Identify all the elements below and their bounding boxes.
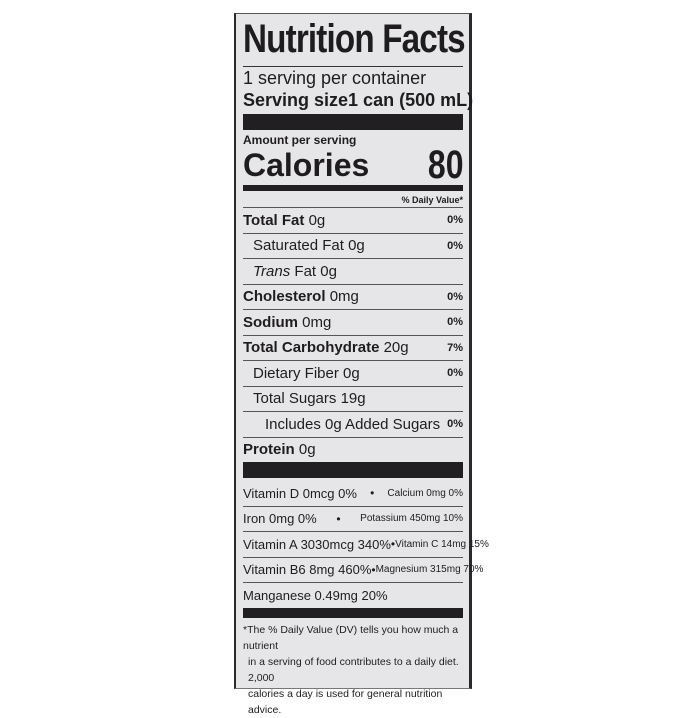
servings-per-container: 1 serving per container xyxy=(243,68,427,88)
vitamin-left: Vitamin A 3030mcg 340% xyxy=(243,536,391,552)
nutrient-name: Trans Fat 0g xyxy=(253,263,337,280)
nutrient-amount: 20g xyxy=(383,339,409,357)
vitamin-list: Vitamin D 0mcg 0% • Calcium 0mg 0% Iron 0mg… xyxy=(243,481,489,608)
vitamin-left: Vitamin D 0mcg 0% xyxy=(243,485,357,501)
vitamin-row: Vitamin A 3030mcg 340% • Vitamin C 14mg 15… xyxy=(243,531,489,557)
nutrient-row: Cholesterol 0mg 0% xyxy=(243,283,463,310)
nutrient-label: Trans xyxy=(253,262,291,280)
medium-divider xyxy=(243,185,463,191)
nutrient-label: Protein xyxy=(243,441,295,459)
nutrient-name: Total Carbohydrate 20g xyxy=(243,339,409,356)
nutrient-amount: 0g xyxy=(348,237,365,255)
nutrient-label: Total Fat xyxy=(243,211,305,229)
thick-divider xyxy=(243,462,463,478)
nutrient-label: Saturated Fat xyxy=(253,237,344,255)
vitamin-right: Calcium 0mg 0% xyxy=(387,487,463,499)
vitamin-row: Vitamin D 0mcg 0% • Calcium 0mg 0% xyxy=(243,481,463,506)
calories-label: Calories xyxy=(243,147,370,183)
bullet-separator: • xyxy=(390,537,396,552)
nutrient-row: Includes 0g Added Sugars 0% xyxy=(243,411,463,437)
nutrient-label: Dietary Fiber xyxy=(253,364,339,382)
serving-size-value: 1 can (500 mL) xyxy=(348,90,474,110)
nutrient-name: Includes 0g Added Sugars xyxy=(265,416,440,433)
nutrition-facts-label: Nutrition Facts 1 serving per container … xyxy=(234,13,489,716)
bullet-separator: • xyxy=(336,511,341,526)
thick-divider xyxy=(243,607,463,618)
nutrient-row: Total Fat 0g 0% xyxy=(243,207,463,233)
vitamin-left: Vitamin B6 8mg 460% xyxy=(243,562,372,578)
nutrient-name: Dietary Fiber 0g xyxy=(253,365,360,382)
nutrient-amount: 0mg xyxy=(329,288,359,306)
nutrient-row: Dietary Fiber 0g 0% xyxy=(243,360,463,386)
serving-size-label: Serving size xyxy=(243,90,349,110)
nutrient-name: Saturated Fat 0g xyxy=(253,237,365,254)
nutrient-amount: 0g xyxy=(343,364,360,382)
calories-row: Calories 80 xyxy=(243,143,463,187)
nutrient-amount: 19g xyxy=(340,390,366,408)
daily-value-percent: 0% xyxy=(447,367,463,380)
nutrient-row: Total Carbohydrate 20g 7% xyxy=(243,334,463,361)
nutrient-row: Saturated Fat 0g 0% xyxy=(243,232,463,259)
nutrient-row: Trans Fat 0g xyxy=(243,258,463,284)
vitamin-row: Vitamin B6 8mg 460% • Magnesium 315mg 70% xyxy=(243,556,483,583)
calories-value: 80 xyxy=(427,143,463,187)
daily-value-percent: 0% xyxy=(447,418,463,431)
serving-size-row: Serving size 1 can (500 mL) xyxy=(243,89,473,111)
nutrient-row: Protein 0g xyxy=(243,436,463,463)
vitamin-right: Magnesium 315mg 70% xyxy=(375,564,484,576)
vitamin-right: Potassium 450mg 10% xyxy=(360,513,463,525)
bullet-separator: • xyxy=(370,486,375,501)
nutrient-label: Includes 0g Added Sugars xyxy=(265,415,441,433)
nutrient-row: Sodium 0mg 0% xyxy=(243,309,463,335)
daily-value-header: % Daily Value* xyxy=(401,195,463,205)
vitamin-left: Manganese 0.49mg 20% xyxy=(243,587,388,603)
amount-per-serving: Amount per serving xyxy=(243,133,357,147)
thick-divider xyxy=(243,114,463,130)
nutrient-amount: 0mg xyxy=(302,313,332,331)
vitamin-row: Iron 0mg 0% • Potassium 450mg 10% xyxy=(243,505,463,532)
daily-value-percent: 0% xyxy=(447,316,463,329)
nutrient-name: Cholesterol 0mg xyxy=(243,288,359,305)
nutrient-label: Cholesterol xyxy=(243,288,326,306)
nutrient-label: Total Sugars xyxy=(253,390,337,408)
nutrient-amount: 0g xyxy=(298,441,316,459)
footnote: *The % Daily Value (DV) tells you how mu… xyxy=(243,618,463,718)
nutrient-label: Total Carbohydrate xyxy=(243,339,380,357)
footnote-line: in a serving of food contributes to a da… xyxy=(248,655,459,684)
daily-value-percent: 0% xyxy=(447,214,463,227)
vitamin-row: Manganese 0.49mg 20% xyxy=(243,582,463,608)
nutrient-label: Sodium xyxy=(243,313,298,331)
nutrient-suffix: Fat 0g xyxy=(290,262,337,280)
nutrient-name: Total Fat 0g xyxy=(243,212,325,229)
vitamin-left: Iron 0mg 0% xyxy=(243,511,317,527)
footnote-line: *The % Daily Value (DV) tells you how mu… xyxy=(243,623,459,652)
label-title: Nutrition Facts xyxy=(243,17,466,61)
daily-value-percent: 0% xyxy=(447,239,463,252)
nutrient-row: Total Sugars 19g xyxy=(243,385,463,412)
nutrient-name: Protein 0g xyxy=(243,441,316,458)
daily-value-percent: 0% xyxy=(447,290,463,303)
nutrient-name: Sodium 0mg xyxy=(243,314,331,331)
daily-value-percent: 7% xyxy=(447,341,463,354)
bullet-separator: • xyxy=(371,562,376,577)
divider xyxy=(243,66,463,67)
nutrient-amount: 0g xyxy=(308,211,326,229)
nutrient-list: Total Fat 0g 0% Saturated Fat 0g 0% Trans Fa… xyxy=(243,207,463,462)
vitamin-right: Vitamin C 14mg 15% xyxy=(395,538,489,550)
footnote-line: calories a day is used for general nutri… xyxy=(248,687,443,716)
nutrient-name: Total Sugars 19g xyxy=(253,390,366,407)
